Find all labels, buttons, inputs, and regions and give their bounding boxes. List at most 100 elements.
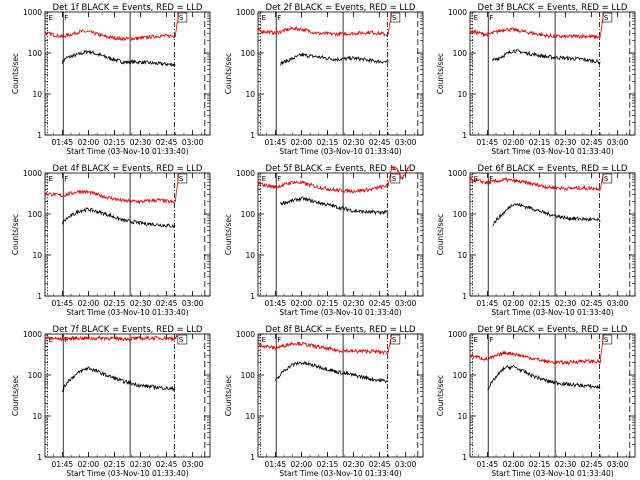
x-axis-label: Start Time (03-Nov-10 01:33:40) — [279, 469, 401, 478]
x-tick-label: 02:45 — [156, 460, 178, 469]
chart-title: Det 2f BLACK = Events, RED = LLD — [266, 3, 416, 13]
flag-box — [602, 173, 613, 184]
chart-panel-3: Det 3f BLACK = Events, RED = LLD 1 10 100 10… — [436, 3, 636, 156]
events-series-line — [62, 366, 176, 393]
x-tick-label: 02:15 — [317, 460, 339, 469]
x-tick-label: 02:15 — [529, 138, 551, 147]
lld-series-line — [257, 333, 393, 356]
x-tick-label: 02:00 — [78, 299, 100, 308]
y-tick-label: 1000 — [448, 169, 467, 178]
x-axis-label: Start Time (03-Nov-10 01:33:40) — [66, 308, 188, 317]
y-tick-label: 10 — [457, 412, 467, 421]
y-axis-label: Counts/sec — [224, 214, 233, 255]
flag-f: F — [277, 14, 281, 22]
lld-series-line — [469, 333, 605, 366]
chart-title: Det 9f BLACK = Events, RED = LLD — [478, 325, 628, 335]
x-axis-label: Start Time (03-Nov-10 01:33:40) — [491, 147, 613, 156]
x-tick-label: 02:15 — [529, 460, 551, 469]
flag-e: E — [262, 175, 266, 183]
plot-frame — [44, 11, 211, 136]
chart-panel-1: Det 1f BLACK = Events, RED = LLD 1 10 100 10… — [11, 3, 211, 156]
y-tick-label: 10 — [245, 251, 255, 260]
lld-series-line — [44, 333, 180, 342]
x-axis-label: Start Time (03-Nov-10 01:33:40) — [279, 147, 401, 156]
x-tick-label: 03:00 — [182, 460, 204, 469]
chart-title: Det 4f BLACK = Events, RED = LLD — [53, 164, 203, 174]
lld-series-line — [257, 165, 410, 194]
lld-series-line — [44, 11, 180, 42]
x-axis-label: Start Time (03-Nov-10 01:33:40) — [66, 147, 188, 156]
events-series-line — [275, 360, 389, 384]
flag-e: E — [49, 14, 53, 22]
x-tick-label: 02:45 — [156, 138, 178, 147]
x-tick-label: 02:00 — [78, 460, 100, 469]
y-axis-label: Counts/sec — [436, 375, 445, 416]
y-tick-label: 1000 — [23, 169, 42, 178]
events-series-line — [492, 48, 601, 65]
chart-title: Det 8f BLACK = Events, RED = LLD — [266, 325, 416, 335]
flag-s: S — [392, 14, 397, 22]
y-tick-label: 1 — [250, 131, 255, 140]
x-tick-label: 03:00 — [607, 138, 629, 147]
plot-frame — [469, 172, 636, 297]
x-tick-label: 03:00 — [395, 138, 417, 147]
x-tick-label: 03:00 — [395, 299, 417, 308]
x-tick-label: 03:00 — [607, 299, 629, 308]
x-tick-label: 02:15 — [104, 138, 126, 147]
y-tick-label: 100 — [241, 210, 256, 219]
flag-e: E — [262, 14, 266, 22]
y-axis-label: Counts/sec — [11, 53, 20, 94]
x-tick-label: 01:45 — [265, 138, 287, 147]
flag-f: F — [277, 175, 281, 183]
x-tick-label: 02:45 — [156, 299, 178, 308]
flag-s: S — [604, 14, 609, 22]
plot-frame — [257, 333, 424, 458]
flag-s: S — [392, 175, 397, 183]
lld-series-line — [44, 172, 180, 205]
y-tick-label: 10 — [32, 90, 42, 99]
chart-panel-8: Det 8f BLACK = Events, RED = LLD 1 10 100 10… — [224, 325, 424, 478]
events-series-line — [487, 364, 601, 391]
flag-f: F — [489, 336, 493, 344]
x-tick-label: 02:15 — [317, 299, 339, 308]
chart-title: Det 7f BLACK = Events, RED = LLD — [53, 325, 203, 335]
chart-title: Det 1f BLACK = Events, RED = LLD — [53, 3, 203, 13]
y-tick-label: 10 — [32, 412, 42, 421]
x-tick-label: 01:45 — [52, 299, 74, 308]
y-tick-label: 1000 — [236, 8, 255, 17]
y-tick-label: 1 — [250, 292, 255, 301]
x-tick-label: 03:00 — [182, 299, 204, 308]
y-tick-label: 10 — [457, 251, 467, 260]
chart-title: Det 6f BLACK = Events, RED = LLD — [478, 164, 628, 174]
x-tick-label: 02:45 — [369, 138, 391, 147]
flag-f: F — [64, 175, 68, 183]
y-axis-label: Counts/sec — [224, 53, 233, 94]
x-tick-label: 02:45 — [369, 299, 391, 308]
flag-e: E — [474, 175, 478, 183]
x-tick-label: 02:00 — [291, 460, 313, 469]
y-tick-label: 10 — [245, 90, 255, 99]
y-tick-label: 100 — [453, 210, 468, 219]
events-series-line — [62, 49, 176, 68]
chart-panel-2: Det 2f BLACK = Events, RED = LLD 1 10 100 10… — [224, 3, 424, 156]
chart-title: Det 3f BLACK = Events, RED = LLD — [478, 3, 628, 13]
x-axis-label: Start Time (03-Nov-10 01:33:40) — [491, 469, 613, 478]
chart-panel-9: Det 9f BLACK = Events, RED = LLD 1 10 100 10… — [436, 325, 636, 478]
y-axis-label: Counts/sec — [11, 214, 20, 255]
x-tick-label: 02:00 — [291, 299, 313, 308]
x-tick-label: 02:30 — [130, 138, 152, 147]
flag-e: E — [49, 336, 53, 344]
chart-panel-4: Det 4f BLACK = Events, RED = LLD 1 10 100 10… — [11, 164, 211, 317]
plot-frame — [469, 11, 636, 136]
y-axis-label: Counts/sec — [11, 375, 20, 416]
flag-box — [390, 173, 401, 184]
y-tick-label: 1000 — [23, 330, 42, 339]
x-tick-label: 02:00 — [503, 138, 525, 147]
x-tick-label: 01:45 — [52, 138, 74, 147]
lld-series-line — [257, 11, 393, 38]
x-tick-label: 01:45 — [265, 299, 287, 308]
y-tick-label: 100 — [241, 371, 256, 380]
y-tick-label: 100 — [28, 371, 43, 380]
lld-series-line — [469, 172, 605, 192]
flag-e: E — [49, 175, 53, 183]
